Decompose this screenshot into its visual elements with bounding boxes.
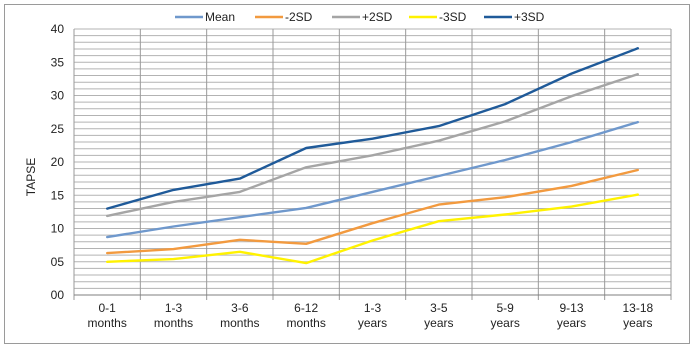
y-tick-label: 20	[51, 155, 65, 169]
series-line-minus3SD	[105, 193, 639, 265]
x-tick-label: 5-9 years	[490, 301, 519, 330]
y-tick-label: 40	[51, 22, 65, 36]
legend-label-Mean: Mean	[205, 10, 235, 24]
x-tick-label: 3-5 years	[424, 301, 453, 330]
y-tick-label: 35	[51, 55, 65, 69]
chart-frame: TAPSE 00 05 10 15 20 25 30 35 40 0-1 months 1-3 mont…	[4, 4, 690, 344]
legend-label-minus2SD: -2SD	[285, 10, 313, 24]
series-line-Mean	[105, 120, 639, 239]
x-tick-label: 6-12 months	[286, 301, 325, 330]
y-axis-label: TAPSE	[24, 158, 38, 196]
series-line-plus3SD	[105, 47, 639, 210]
x-tick-label: 1-3 months	[154, 301, 193, 330]
legend-label-plus3SD: +3SD	[514, 10, 545, 24]
y-tick-label: 30	[51, 89, 65, 103]
legend-label-plus2SD: +2SD	[362, 10, 393, 24]
x-tick-label: 1-3 years	[358, 301, 387, 330]
y-tick-label: 00	[51, 288, 65, 302]
series-line-plus2SD	[105, 72, 639, 218]
x-tick-label: 3-6 months	[220, 301, 259, 330]
x-tick-label: 9-13 years	[557, 301, 586, 330]
y-tick-label: 10	[51, 222, 65, 236]
y-tick-label: 05	[51, 255, 65, 269]
x-tick-label: 0-1 months	[87, 301, 126, 330]
y-tick-label: 15	[51, 188, 65, 202]
y-tick-label: 25	[51, 122, 65, 136]
x-tick-label: 13-18 years	[622, 301, 653, 330]
legend-label-minus3SD: -3SD	[439, 10, 467, 24]
series-line-minus2SD	[105, 168, 639, 255]
line-chart: TAPSE 00 05 10 15 20 25 30 35 40 0-1 months 1-3 mont…	[24, 10, 672, 330]
